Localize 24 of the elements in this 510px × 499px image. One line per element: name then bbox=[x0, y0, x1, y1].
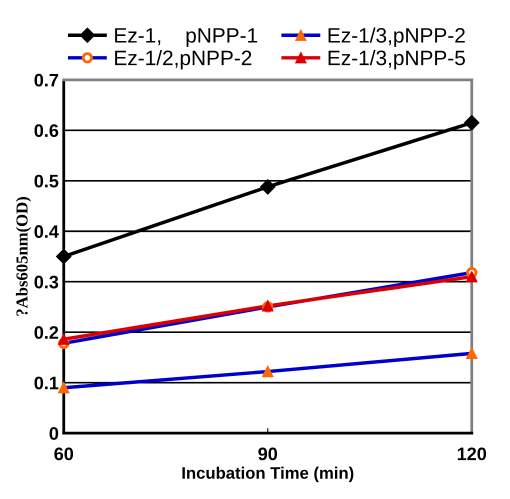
y-tick-label: 0.6 bbox=[34, 124, 58, 138]
point bbox=[58, 382, 70, 394]
point bbox=[56, 248, 72, 264]
x-tick-label: 90 bbox=[258, 448, 278, 460]
y-tick-label: 0 bbox=[50, 427, 58, 440]
x-axis-title: Incubation Time (min) bbox=[182, 466, 354, 482]
point bbox=[262, 366, 274, 378]
point bbox=[464, 115, 480, 130]
y-tick-label: 0.2 bbox=[34, 326, 58, 339]
y-tick-label: 0.3 bbox=[34, 276, 58, 288]
legend-label: Ez-1/2,pNPP-2 bbox=[115, 50, 252, 70]
point bbox=[58, 334, 70, 345]
y-tick-label: 0.1 bbox=[34, 376, 58, 390]
y-axis-title: ?Abs605nm(OD) bbox=[16, 197, 32, 316]
legend-label: Ez-1/3,pNPP-5 bbox=[328, 50, 465, 70]
y-tick-label: 0.5 bbox=[34, 174, 58, 188]
legend-label: Ez-1/3,pNPP-2 bbox=[328, 27, 465, 47]
legend-label: Ez-1, pNPP-1 bbox=[115, 28, 258, 47]
x-tick-label: 120 bbox=[458, 448, 486, 460]
x-tick-label: 60 bbox=[54, 448, 74, 460]
y-tick-label: 0.7 bbox=[34, 74, 58, 87]
y-tick-label: 0.4 bbox=[34, 225, 59, 238]
point bbox=[260, 179, 276, 194]
point bbox=[466, 348, 478, 359]
